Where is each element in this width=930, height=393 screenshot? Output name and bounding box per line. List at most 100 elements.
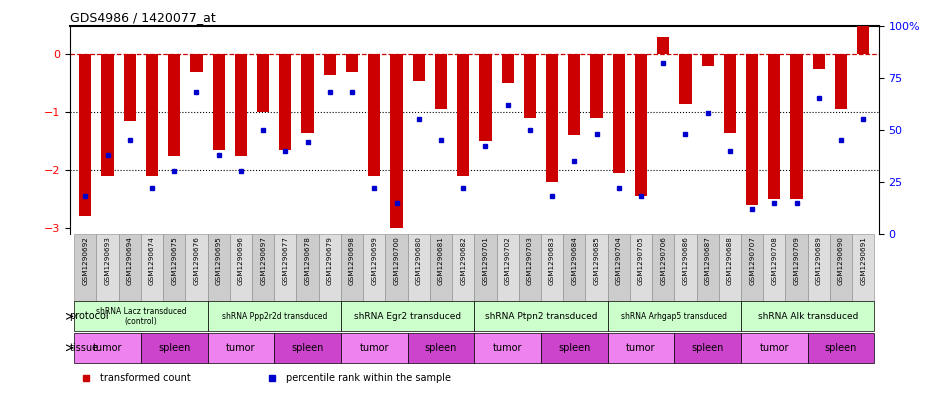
Bar [741,301,874,331]
Bar [146,55,158,176]
Bar [124,55,136,121]
Bar [474,333,541,363]
Text: GSM1290696: GSM1290696 [238,236,244,285]
Text: spleen: spleen [692,343,724,353]
Text: tumor: tumor [493,343,523,353]
Text: GDS4986 / 1420077_at: GDS4986 / 1420077_at [70,11,216,24]
Bar [168,55,180,156]
Text: GSM1290678: GSM1290678 [305,236,311,285]
Bar [207,333,274,363]
Bar [479,55,492,141]
Text: GSM1290677: GSM1290677 [283,236,288,285]
Bar [564,234,586,301]
Bar [658,37,670,55]
Text: spleen: spleen [158,343,191,353]
Text: spleen: spleen [558,343,591,353]
Bar [457,55,470,176]
Text: GSM1290704: GSM1290704 [616,236,622,285]
Bar [519,234,541,301]
Bar [764,234,786,301]
Bar [297,234,319,301]
Bar [435,55,447,109]
Bar [230,234,252,301]
Text: tumor: tumor [226,343,256,353]
Bar [324,55,336,75]
Bar [274,234,297,301]
Bar [191,55,203,72]
Bar [501,55,513,83]
Text: GSM1290695: GSM1290695 [216,236,221,285]
Bar [74,301,207,331]
Bar [185,234,207,301]
Bar [257,55,270,112]
Bar [207,301,341,331]
Bar [319,234,341,301]
Bar [786,234,808,301]
Bar [413,55,425,81]
Text: GSM1290707: GSM1290707 [750,236,755,285]
Text: tumor: tumor [760,343,790,353]
Bar [568,55,580,136]
Text: GSM1290680: GSM1290680 [416,236,421,285]
Text: spleen: spleen [425,343,458,353]
Bar [391,55,403,228]
Bar [430,234,452,301]
Text: GSM1290687: GSM1290687 [705,236,711,285]
Text: GSM1290702: GSM1290702 [505,236,511,285]
Bar [607,301,741,331]
Bar [541,333,607,363]
Text: GSM1290698: GSM1290698 [349,236,355,285]
Text: GSM1290690: GSM1290690 [838,236,844,285]
Text: GSM1290706: GSM1290706 [660,236,666,285]
Bar [586,234,607,301]
Bar [852,234,874,301]
Bar [474,301,607,331]
Text: GSM1290681: GSM1290681 [438,236,444,285]
Bar [140,234,163,301]
Bar [341,333,407,363]
Bar [140,333,207,363]
Bar [74,234,97,301]
Text: shRNA Ppp2r2d transduced: shRNA Ppp2r2d transduced [221,312,327,321]
Text: shRNA Alk transduced: shRNA Alk transduced [758,312,857,321]
Text: GSM1290688: GSM1290688 [727,236,733,285]
Text: GSM1290683: GSM1290683 [549,236,555,285]
Text: GSM1290674: GSM1290674 [149,236,155,285]
Bar [808,333,874,363]
Bar [724,55,736,132]
Bar [591,55,603,118]
Text: GSM1290691: GSM1290691 [860,236,866,285]
Bar [630,234,652,301]
Text: GSM1290685: GSM1290685 [593,236,600,285]
Bar [741,333,808,363]
Bar [497,234,519,301]
Bar [808,234,830,301]
Text: GSM1290679: GSM1290679 [326,236,333,285]
Text: GSM1290703: GSM1290703 [527,236,533,285]
Bar [207,234,230,301]
Text: tissue: tissue [70,343,99,353]
Text: transformed count: transformed count [100,373,191,383]
Bar [857,14,870,55]
Text: GSM1290675: GSM1290675 [171,236,178,285]
Bar [697,234,719,301]
Text: GSM1290682: GSM1290682 [460,236,466,285]
Text: shRNA Egr2 transduced: shRNA Egr2 transduced [354,312,461,321]
Bar [341,301,474,331]
Bar [679,55,692,104]
Text: shRNA Ptpn2 transduced: shRNA Ptpn2 transduced [485,312,597,321]
Bar [101,55,113,176]
Text: GSM1290697: GSM1290697 [260,236,266,285]
Text: protocol: protocol [70,311,109,321]
Text: shRNA Arhgap5 transduced: shRNA Arhgap5 transduced [621,312,727,321]
Bar [407,234,430,301]
Bar [301,55,313,132]
Bar [524,55,536,118]
Bar [385,234,407,301]
Text: tumor: tumor [360,343,389,353]
Bar [452,234,474,301]
Bar [213,55,225,150]
Text: GSM1290684: GSM1290684 [571,236,578,285]
Bar [363,234,385,301]
Bar [407,333,474,363]
